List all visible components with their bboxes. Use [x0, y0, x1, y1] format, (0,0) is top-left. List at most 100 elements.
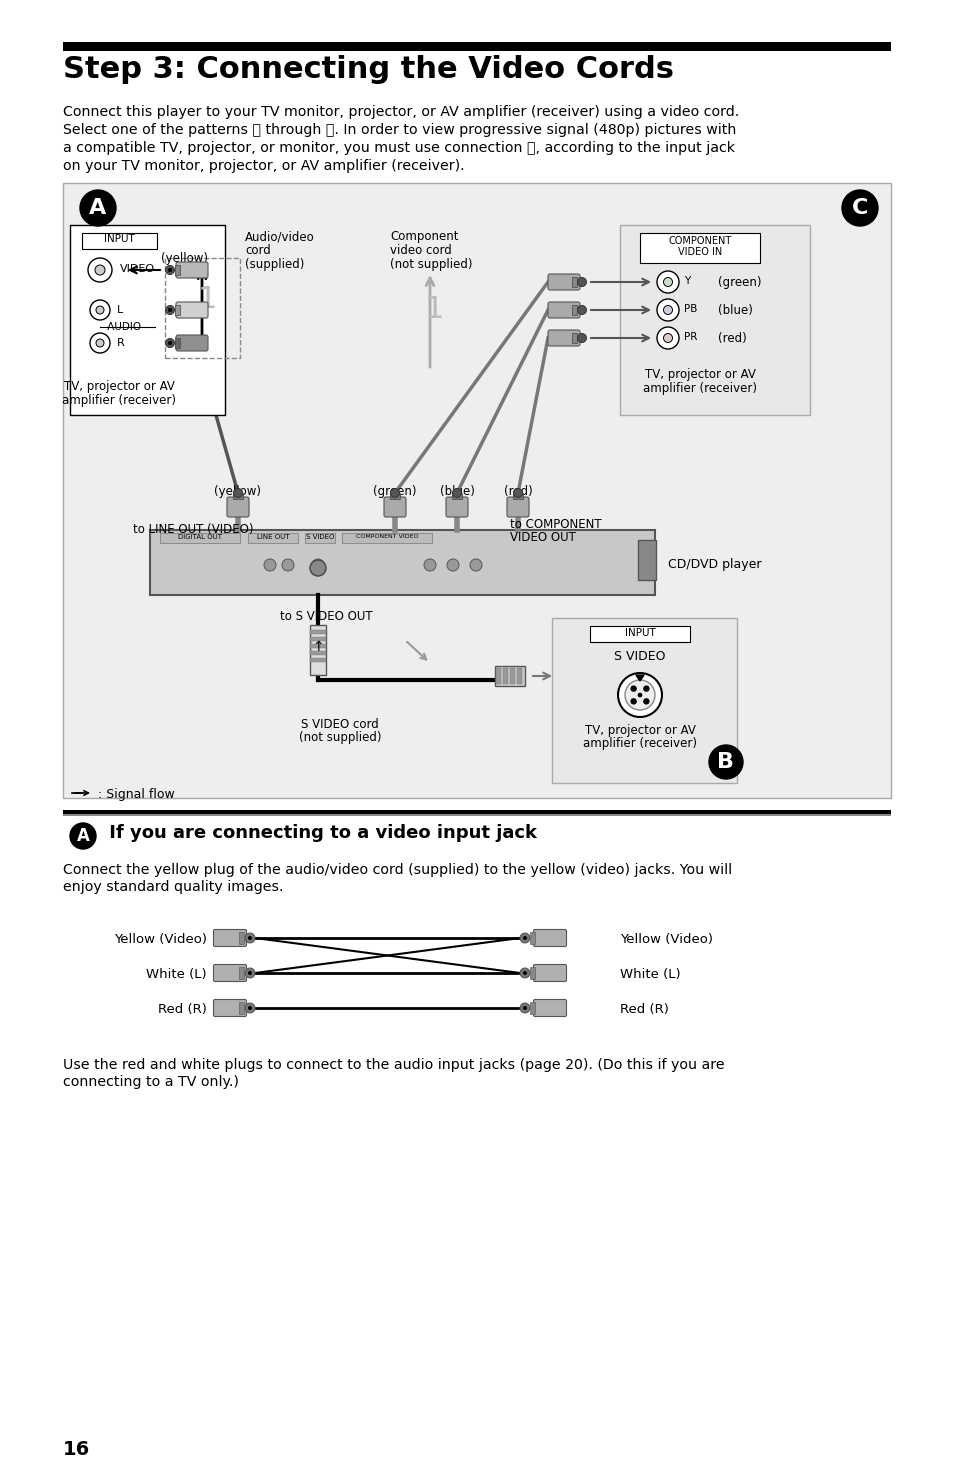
Text: (yellow): (yellow): [161, 252, 209, 265]
Circle shape: [88, 258, 112, 282]
Circle shape: [519, 968, 530, 977]
Text: (blue): (blue): [439, 485, 474, 498]
Text: Use the red and white plugs to connect to the audio input jacks (page 20). (Do t: Use the red and white plugs to connect t…: [63, 1057, 724, 1072]
Bar: [174, 265, 180, 274]
Bar: [233, 492, 243, 498]
Bar: [63, 810, 890, 814]
Bar: [530, 967, 535, 979]
Circle shape: [643, 698, 648, 704]
Text: C: C: [851, 199, 867, 218]
Circle shape: [70, 823, 96, 848]
Text: (not supplied): (not supplied): [390, 258, 472, 271]
Text: (red): (red): [503, 485, 532, 498]
Text: COMPONENT VIDEO: COMPONENT VIDEO: [355, 534, 417, 538]
Text: A: A: [76, 828, 90, 845]
Circle shape: [522, 1005, 526, 1010]
Bar: [341, 532, 432, 543]
Text: B: B: [717, 752, 734, 773]
Circle shape: [165, 305, 174, 314]
Bar: [310, 630, 326, 635]
Text: A: A: [90, 199, 107, 218]
Circle shape: [248, 936, 252, 940]
Bar: [510, 667, 515, 684]
Text: amplifier (receiver): amplifier (receiver): [62, 394, 175, 406]
FancyBboxPatch shape: [175, 335, 208, 351]
Text: (not supplied): (not supplied): [298, 731, 381, 744]
Circle shape: [631, 687, 636, 691]
Circle shape: [522, 971, 526, 974]
FancyBboxPatch shape: [533, 964, 566, 982]
Text: 1: 1: [424, 295, 443, 323]
Circle shape: [841, 190, 877, 225]
Text: to COMPONENT: to COMPONENT: [510, 518, 601, 531]
FancyBboxPatch shape: [213, 930, 246, 946]
Text: White (L): White (L): [146, 968, 207, 980]
Bar: [305, 532, 335, 543]
Circle shape: [513, 488, 522, 497]
Text: video cord: video cord: [390, 245, 452, 257]
Bar: [390, 492, 399, 498]
Circle shape: [248, 971, 252, 974]
Text: Step 3: Connecting the Video Cords: Step 3: Connecting the Video Cords: [63, 55, 673, 85]
Bar: [639, 233, 760, 262]
Text: amplifier (receiver): amplifier (receiver): [582, 737, 697, 750]
Text: DIGITAL OUT: DIGITAL OUT: [178, 534, 222, 540]
Bar: [310, 624, 326, 675]
Text: (blue): (blue): [718, 304, 752, 317]
Text: Red (R): Red (R): [158, 1003, 207, 1016]
Circle shape: [168, 341, 172, 346]
Circle shape: [519, 1003, 530, 1013]
Circle shape: [662, 305, 672, 314]
Circle shape: [80, 190, 116, 225]
Text: Select one of the patterns Ⓐ through Ⓒ. In order to view progressive signal (480: Select one of the patterns Ⓐ through Ⓒ. …: [63, 123, 736, 136]
Text: 1: 1: [197, 285, 216, 314]
Bar: [63, 42, 890, 50]
Text: S VIDEO: S VIDEO: [614, 650, 665, 663]
Text: INPUT: INPUT: [104, 234, 134, 245]
Bar: [63, 182, 890, 798]
Circle shape: [168, 268, 172, 271]
Bar: [496, 667, 500, 684]
Text: White (L): White (L): [619, 968, 679, 980]
FancyBboxPatch shape: [547, 274, 579, 291]
Text: VIDEO IN: VIDEO IN: [678, 248, 721, 257]
Bar: [174, 338, 180, 349]
Bar: [160, 532, 240, 543]
Bar: [513, 492, 522, 498]
Text: VIDEO: VIDEO: [120, 264, 155, 274]
Bar: [530, 1003, 535, 1014]
Text: Connect the yellow plug of the audio/video cord (supplied) to the yellow (video): Connect the yellow plug of the audio/vid…: [63, 863, 731, 876]
Bar: [174, 305, 180, 314]
Circle shape: [90, 300, 110, 320]
Text: cord: cord: [245, 245, 271, 257]
Text: : Signal flow: : Signal flow: [98, 787, 174, 801]
Text: on your TV monitor, projector, or AV amplifier (receiver).: on your TV monitor, projector, or AV amp…: [63, 159, 464, 174]
Text: LINE OUT: LINE OUT: [256, 534, 289, 540]
Text: PB: PB: [683, 304, 697, 314]
Bar: [502, 667, 507, 684]
Text: COMPONENT: COMPONENT: [668, 236, 731, 246]
Circle shape: [519, 933, 530, 943]
Text: (green): (green): [373, 485, 416, 498]
Bar: [310, 644, 326, 648]
FancyBboxPatch shape: [175, 303, 208, 317]
FancyBboxPatch shape: [506, 497, 529, 518]
Bar: [552, 618, 737, 783]
Text: Yellow (Video): Yellow (Video): [619, 933, 712, 946]
FancyBboxPatch shape: [547, 303, 579, 317]
Circle shape: [577, 277, 586, 286]
Bar: [70, 225, 225, 415]
Circle shape: [577, 334, 586, 343]
Text: Red (R): Red (R): [619, 1003, 668, 1016]
Circle shape: [657, 300, 679, 320]
Text: CD/DVD player: CD/DVD player: [667, 558, 760, 571]
Text: (yellow): (yellow): [214, 485, 261, 498]
Circle shape: [248, 1005, 252, 1010]
Circle shape: [624, 681, 655, 710]
Text: VIDEO OUT: VIDEO OUT: [510, 531, 576, 544]
Bar: [165, 258, 240, 357]
FancyBboxPatch shape: [227, 497, 249, 518]
Text: PR: PR: [683, 332, 697, 343]
Circle shape: [522, 936, 526, 940]
Text: INPUT: INPUT: [624, 627, 655, 638]
